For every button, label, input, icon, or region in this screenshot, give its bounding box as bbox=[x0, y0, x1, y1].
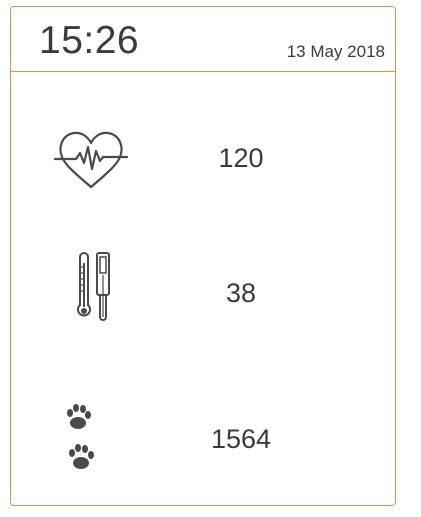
clock-time: 15:26 bbox=[39, 19, 140, 62]
temperature-row: 38 bbox=[11, 247, 395, 327]
heart-rate-row: 120 bbox=[11, 117, 395, 197]
thermometer-icon bbox=[77, 252, 110, 321]
header: 15:26 13 May 2018 bbox=[11, 7, 395, 72]
health-card: 15:26 13 May 2018 120 38 bbox=[10, 6, 396, 506]
paw-prints-icon bbox=[67, 404, 94, 469]
heart-rate-value: 120 bbox=[218, 143, 264, 173]
steps-row: 1564 bbox=[11, 397, 395, 477]
heart-pulse-icon bbox=[54, 131, 128, 189]
current-date: 13 May 2018 bbox=[286, 42, 385, 61]
steps-value: 1564 bbox=[210, 424, 272, 454]
temperature-value: 38 bbox=[225, 278, 257, 308]
